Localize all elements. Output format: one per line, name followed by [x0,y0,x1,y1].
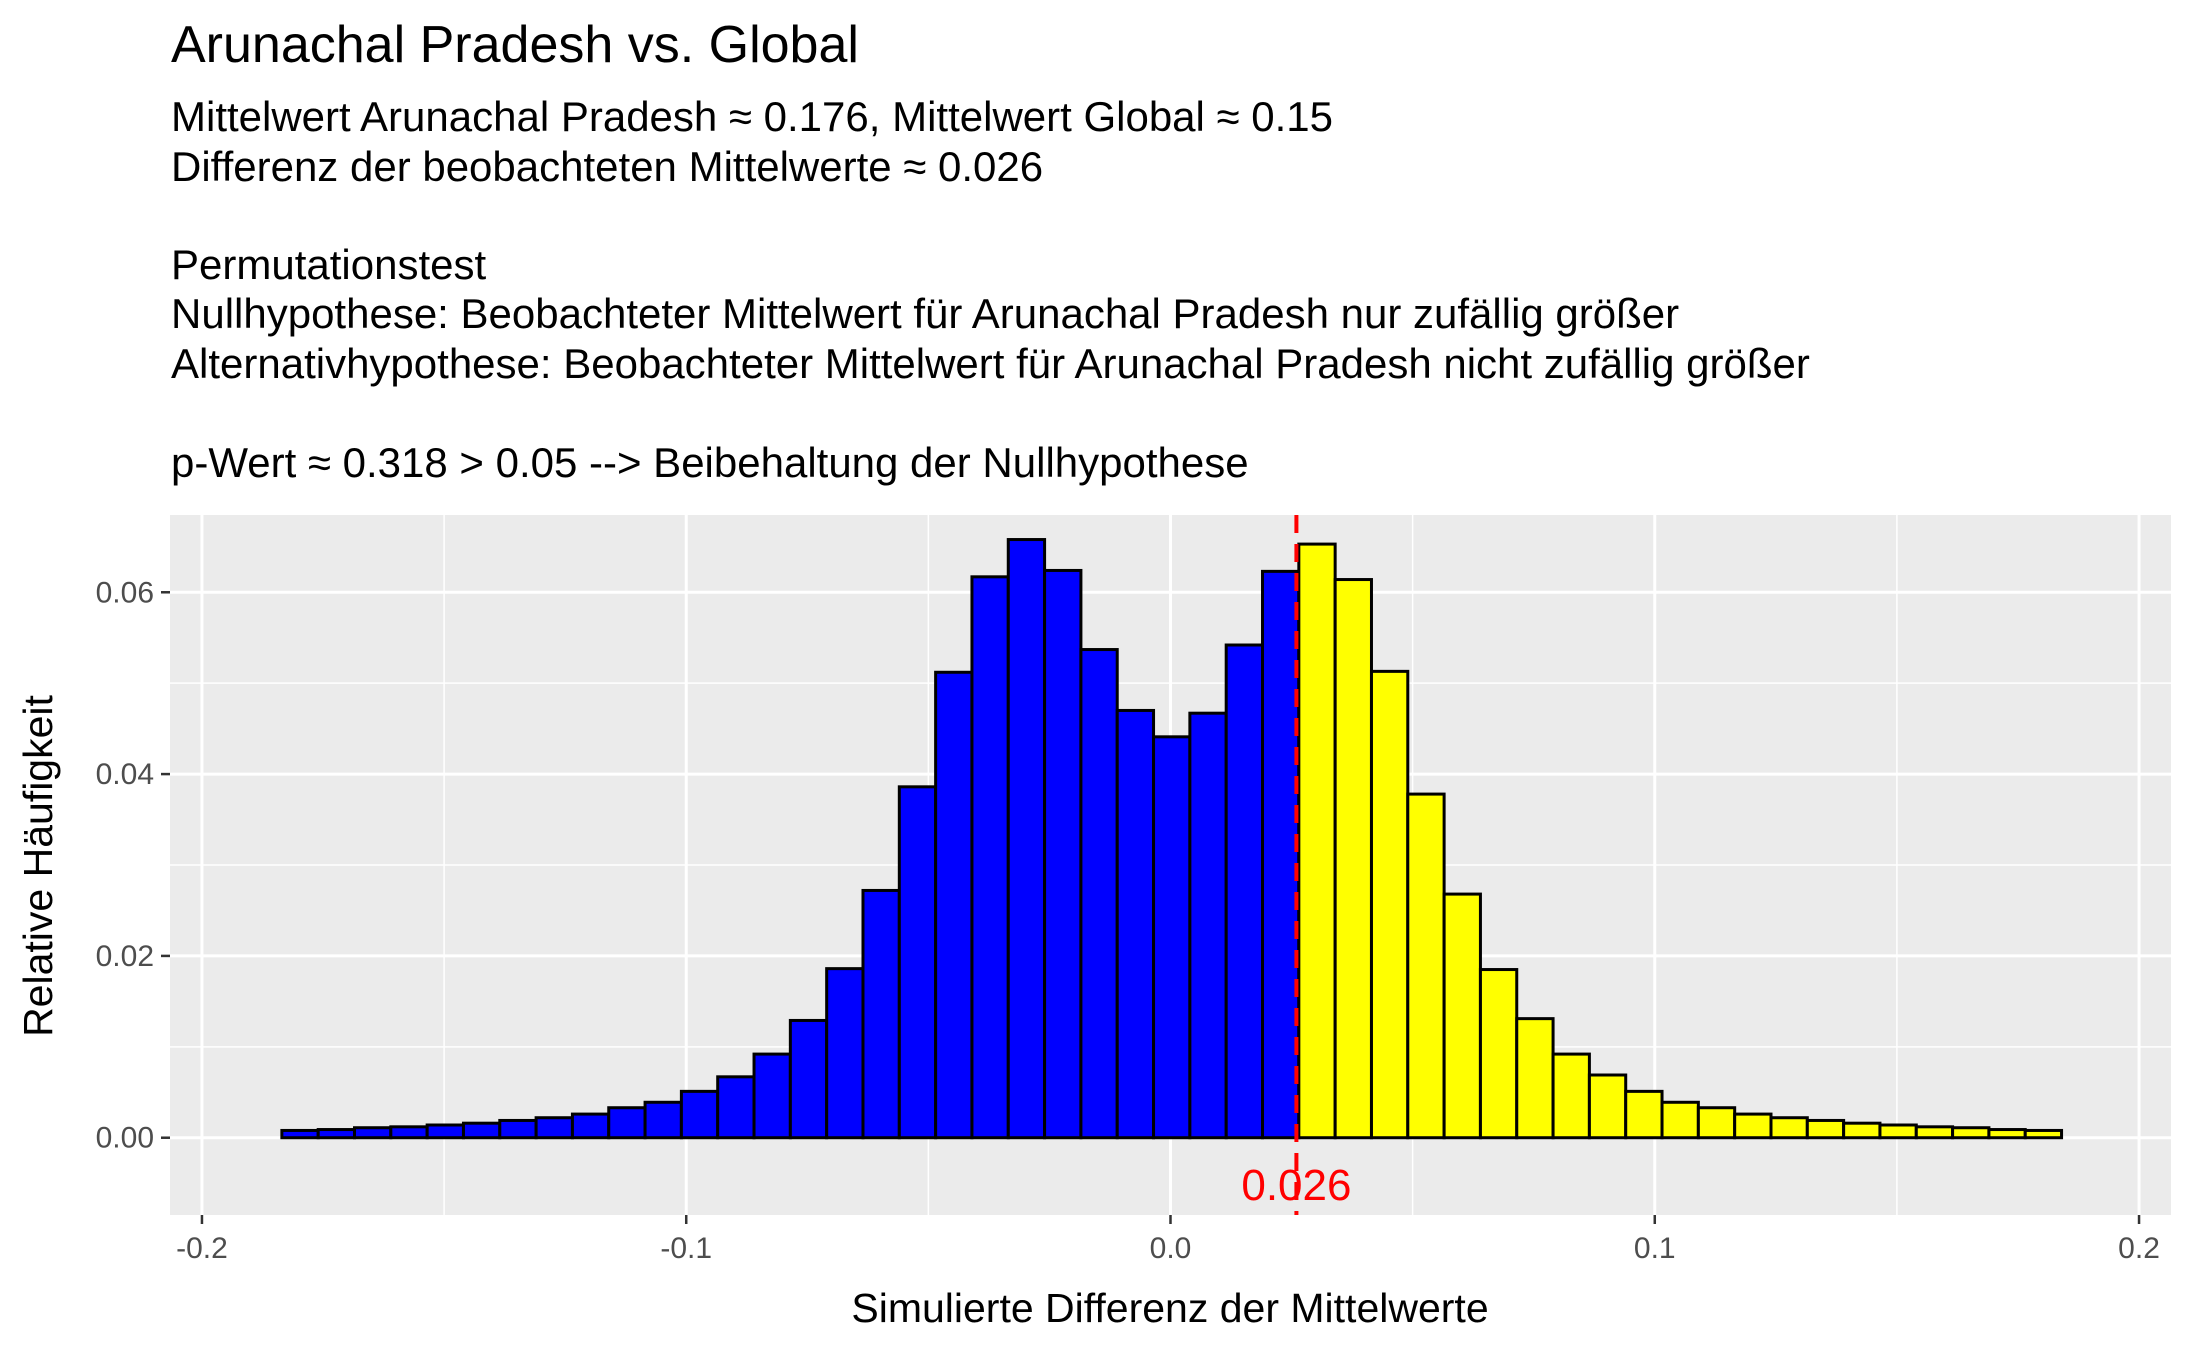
subtitle-line: Alternativhypothese: Beobachteter Mittel… [171,340,1810,387]
histogram-bar [1587,1073,1628,1140]
histogram-bar [607,1106,647,1140]
subtitle-line: Permutationstest [171,241,486,288]
y-tick-label: 0.00 [96,1122,154,1155]
histogram-bar [1188,711,1228,1140]
x-tick-label: -0.1 [660,1232,712,1265]
histogram-bar [1006,538,1047,1140]
x-tick-label: 0.2 [2118,1232,2160,1265]
x-axis-label: Simulierte Differenz der Mittelwerte [851,1285,1488,1331]
histogram-bar [970,575,1010,1140]
histogram-bar [1842,1121,1882,1140]
subtitle-line: Mittelwert Arunachal Pradesh ≈ 0.176, Mi… [171,93,1333,140]
histogram-bar [1515,1017,1555,1140]
y-axis-label: Relative Häufigkeit [15,694,61,1036]
histogram-bar [1660,1100,1700,1140]
y-tick-label: 0.06 [96,576,154,609]
histogram-bar [570,1112,611,1140]
histogram-bar [353,1126,393,1140]
histogram-bar [1442,892,1482,1140]
histogram-bar [1987,1128,2027,1140]
chart-title: Arunachal Pradesh vs. Global [171,16,859,74]
y-tick-label: 0.02 [96,940,154,973]
histogram-bar [1805,1118,1846,1140]
histogram-bar [1951,1126,1991,1140]
histogram-bar [897,785,938,1140]
histogram-bar [643,1100,683,1140]
chart-subtitle: Mittelwert Arunachal Pradesh ≈ 0.176, Mi… [171,93,1810,486]
histogram-bar [679,1089,720,1140]
histogram-bar [934,670,974,1140]
histogram-bar [825,967,865,1140]
histogram-bar [1261,569,1301,1140]
histogram-bar [498,1118,538,1140]
histogram-bar [788,1018,829,1140]
histogram-bar [1406,792,1446,1140]
x-tick-label: 0.1 [1634,1232,1676,1265]
subtitle-line: p-Wert ≈ 0.318 > 0.05 --> Beibehaltung d… [171,439,1249,486]
histogram-bar [1333,578,1373,1140]
histogram-bar [534,1116,574,1140]
histogram-bar [1733,1112,1773,1140]
histogram-bar [752,1052,792,1140]
histogram-bar [425,1123,465,1140]
y-tick-label: 0.04 [96,758,154,791]
histogram-bar [1878,1123,1918,1140]
histogram-bar [1043,568,1083,1140]
histogram-bar [716,1075,756,1140]
histogram-bar [1624,1089,1664,1140]
histogram-bar [389,1125,429,1140]
observed-difference-marker: 0.026 [1241,515,1351,1215]
histogram-bar [1297,542,1337,1140]
histogram-bar [2023,1128,2064,1140]
histogram-bar [1152,735,1192,1140]
histogram-bar [461,1121,502,1140]
x-axis-ticks: -0.2 -0.1 0.0 0.1 0.2 [176,1215,2160,1265]
histogram-bar [1696,1106,1737,1140]
histogram-bars [280,538,2064,1140]
histogram-bar [1914,1125,1955,1140]
histogram-bar [1224,643,1265,1140]
x-tick-label: 0.0 [1150,1232,1192,1265]
subtitle-line: Nullhypothese: Beobachteter Mittelwert f… [171,290,1679,337]
histogram-bar [1769,1116,1809,1140]
histogram-bar [1079,648,1119,1140]
y-axis-ticks: 0.00 0.02 0.04 0.06 [96,576,170,1155]
histogram-bar [1551,1052,1591,1140]
subtitle-line: Differenz der beobachteten Mittelwerte ≈… [171,143,1043,190]
x-tick-label: -0.2 [176,1232,228,1265]
histogram-bar [316,1128,357,1140]
histogram-bar [1115,708,1156,1140]
histogram-bar [861,888,901,1140]
histogram-bar [280,1128,320,1140]
histogram-bar [1369,669,1410,1140]
histogram-bar [1478,968,1519,1140]
